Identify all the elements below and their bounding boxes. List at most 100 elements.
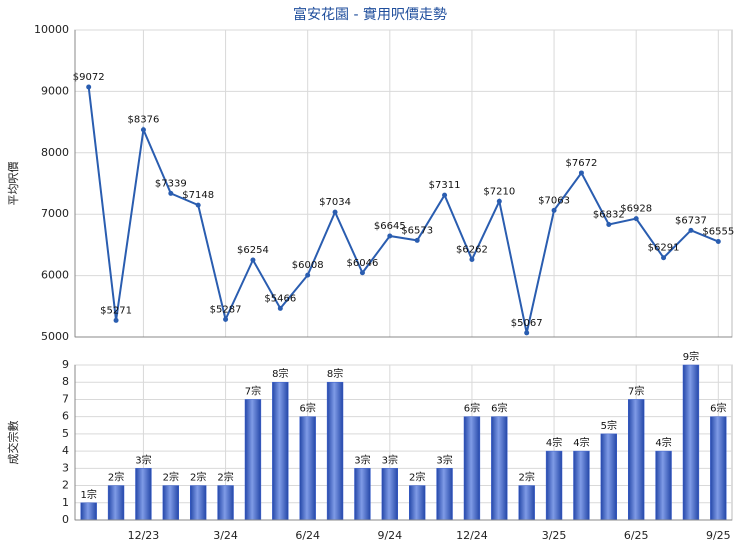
data-label: 2宗 xyxy=(108,471,124,484)
data-label: 7宗 xyxy=(245,384,261,397)
data-label: 9宗 xyxy=(683,350,699,363)
y-tick-label: 7 xyxy=(62,392,69,405)
data-label: 8宗 xyxy=(327,367,343,380)
point xyxy=(414,237,420,243)
data-label: $6291 xyxy=(648,243,680,254)
bar xyxy=(518,485,535,521)
point xyxy=(359,270,365,276)
bar xyxy=(162,485,180,521)
data-label: 3宗 xyxy=(382,453,398,466)
data-label: $7339 xyxy=(155,178,187,189)
bar xyxy=(682,364,700,521)
data-label: $6928 xyxy=(620,204,652,215)
data-label: 4宗 xyxy=(655,436,671,449)
data-label: 4宗 xyxy=(573,436,589,449)
data-label: $6008 xyxy=(292,260,324,271)
point xyxy=(578,170,584,176)
bar xyxy=(189,485,207,521)
y-tick-label: 9000 xyxy=(41,84,69,97)
point xyxy=(277,305,283,311)
data-label: 6宗 xyxy=(464,402,480,415)
bar xyxy=(491,416,508,521)
y-tick-label: 0 xyxy=(62,513,69,526)
point xyxy=(524,330,530,336)
bar xyxy=(545,450,563,521)
plot-area xyxy=(74,29,733,338)
y-tick-label: 6000 xyxy=(41,269,69,282)
data-label: 6宗 xyxy=(491,402,507,415)
data-label: 1宗 xyxy=(81,488,97,501)
x-tick-label: 12/23 xyxy=(128,529,160,542)
data-label: $6262 xyxy=(456,245,488,256)
data-label: $6254 xyxy=(237,245,269,256)
data-label: 3宗 xyxy=(436,453,452,466)
data-label: $7148 xyxy=(182,190,214,201)
point xyxy=(606,222,612,228)
data-label: 4宗 xyxy=(546,436,562,449)
data-label: 2宗 xyxy=(519,471,535,484)
data-label: 2宗 xyxy=(190,471,206,484)
data-label: $6573 xyxy=(401,225,433,236)
point xyxy=(168,190,174,196)
data-label: $7034 xyxy=(319,197,351,208)
bar xyxy=(107,485,125,521)
y-tick-label: 5000 xyxy=(41,330,69,343)
x-tick-label: 3/24 xyxy=(213,529,238,542)
bar xyxy=(354,468,371,521)
point xyxy=(250,257,256,263)
data-label: $7210 xyxy=(483,186,515,197)
data-label: $8376 xyxy=(128,115,160,126)
bar xyxy=(627,399,645,521)
bar xyxy=(381,468,399,521)
point xyxy=(496,198,502,204)
data-label: $6046 xyxy=(347,258,379,269)
bar xyxy=(600,433,618,521)
data-label: $7063 xyxy=(538,195,570,206)
point xyxy=(661,255,667,261)
data-label: $6737 xyxy=(675,215,707,226)
y-tick-label: 6 xyxy=(62,410,69,423)
point xyxy=(633,216,639,222)
data-label: 6宗 xyxy=(300,402,316,415)
y-tick-label: 9 xyxy=(62,358,69,371)
data-label: $6832 xyxy=(593,210,625,221)
y-tick-label: 4 xyxy=(62,444,69,457)
x-tick-label: 12/24 xyxy=(456,529,488,542)
point xyxy=(442,192,448,198)
data-label: 5宗 xyxy=(601,419,617,432)
point xyxy=(113,317,119,323)
data-label: $7672 xyxy=(566,158,598,169)
y-axis-label: 平均呎價 xyxy=(6,162,20,206)
bar xyxy=(80,502,97,521)
y-tick-label: 1 xyxy=(62,496,69,509)
point xyxy=(223,316,229,322)
bar xyxy=(217,485,234,521)
point xyxy=(715,239,721,245)
data-label: 7宗 xyxy=(628,384,644,397)
plot-area xyxy=(74,364,733,521)
data-label: 2宗 xyxy=(409,471,425,484)
y-tick-label: 8 xyxy=(62,375,69,388)
x-tick-label: 6/25 xyxy=(624,529,649,542)
y-tick-label: 7000 xyxy=(41,207,69,220)
bar xyxy=(710,416,727,521)
point xyxy=(469,257,475,263)
point xyxy=(551,207,557,213)
x-tick-label: 9/25 xyxy=(706,529,731,542)
data-label: 8宗 xyxy=(272,367,288,380)
y-tick-label: 10000 xyxy=(34,23,69,36)
y-tick-label: 2 xyxy=(62,479,69,492)
data-label: 2宗 xyxy=(217,471,233,484)
bar xyxy=(135,468,152,521)
bar xyxy=(436,468,453,521)
x-tick-label: 6/24 xyxy=(295,529,320,542)
data-label: $5067 xyxy=(511,318,543,329)
bar xyxy=(408,485,426,521)
bar xyxy=(244,399,262,521)
data-label: 2宗 xyxy=(163,471,179,484)
x-tick-label: 3/25 xyxy=(542,529,567,542)
y-tick-label: 5 xyxy=(62,427,69,440)
bar xyxy=(573,450,590,521)
data-label: $5287 xyxy=(210,304,242,315)
